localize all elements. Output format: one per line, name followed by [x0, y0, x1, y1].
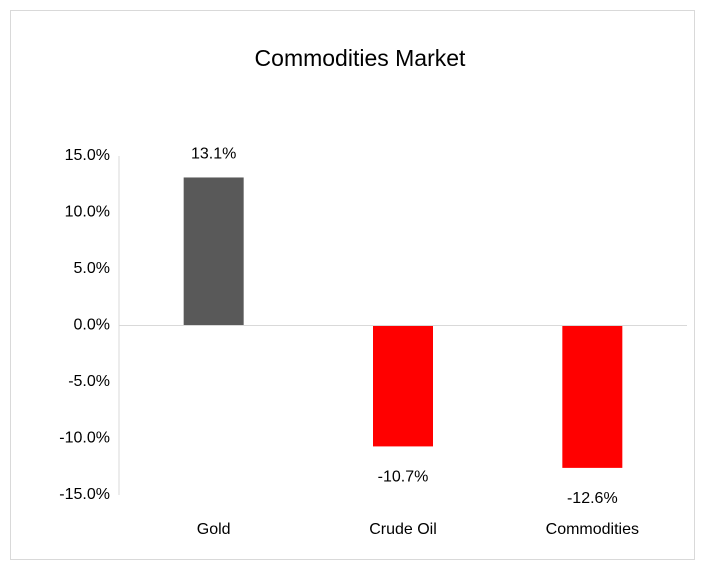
- y-tick-label: 15.0%: [65, 147, 110, 164]
- chart-title: Commodities Market: [255, 45, 466, 71]
- data-label: 13.1%: [191, 146, 236, 163]
- bar: [183, 177, 244, 326]
- y-tick-label: 5.0%: [74, 260, 110, 277]
- bar: [373, 325, 433, 447]
- data-label: -12.6%: [567, 490, 618, 507]
- x-tick-label: Commodities: [546, 521, 639, 538]
- y-tick-label: 10.0%: [65, 204, 110, 221]
- y-tick-label: -5.0%: [68, 373, 110, 390]
- y-tick-label: -10.0%: [59, 430, 110, 447]
- y-tick-label: -15.0%: [59, 486, 110, 503]
- data-label: -10.7%: [378, 469, 429, 486]
- x-tick-label: Gold: [197, 521, 231, 538]
- x-tick-label: Crude Oil: [369, 521, 437, 538]
- chart-border: [10, 10, 695, 560]
- y-tick-label: 0.0%: [74, 317, 110, 334]
- bar: [562, 325, 623, 468]
